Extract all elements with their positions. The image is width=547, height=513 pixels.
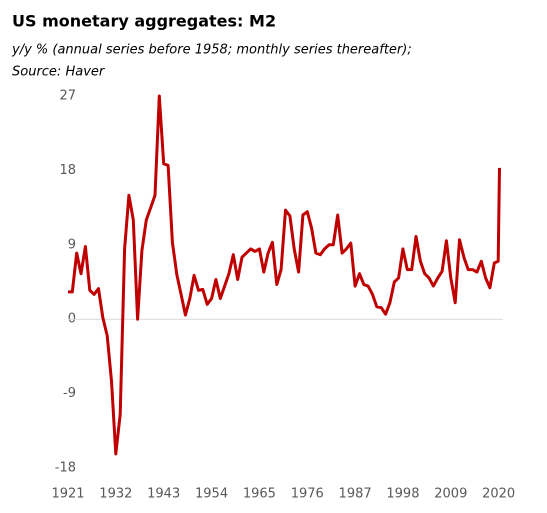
y-tick-label: 9 — [68, 237, 76, 252]
x-tick-label: 2009 — [434, 487, 467, 502]
chart-title: US monetary aggregates: M2 — [12, 12, 276, 31]
y-tick-label: 18 — [59, 163, 76, 178]
x-tick-label: 1998 — [386, 487, 419, 502]
chart-subtitle: y/y % (annual series before 1958; monthl… — [11, 43, 412, 58]
x-tick-label: 1965 — [243, 487, 276, 502]
x-tick-label: 2020 — [482, 487, 515, 502]
y-tick-label: 27 — [59, 89, 76, 104]
x-tick-label: 1987 — [339, 487, 372, 502]
x-tick-label: 1976 — [291, 487, 324, 502]
y-tick-label: -9 — [63, 386, 76, 401]
data-line — [68, 94, 501, 456]
x-tick-label: 1943 — [147, 487, 180, 502]
x-tick-label: 1954 — [195, 487, 228, 502]
x-tick-label: 1921 — [51, 487, 84, 502]
chart-source: Source: Haver — [12, 65, 106, 80]
x-tick-label: 1932 — [99, 487, 132, 502]
y-tick-label: -18 — [55, 461, 76, 476]
